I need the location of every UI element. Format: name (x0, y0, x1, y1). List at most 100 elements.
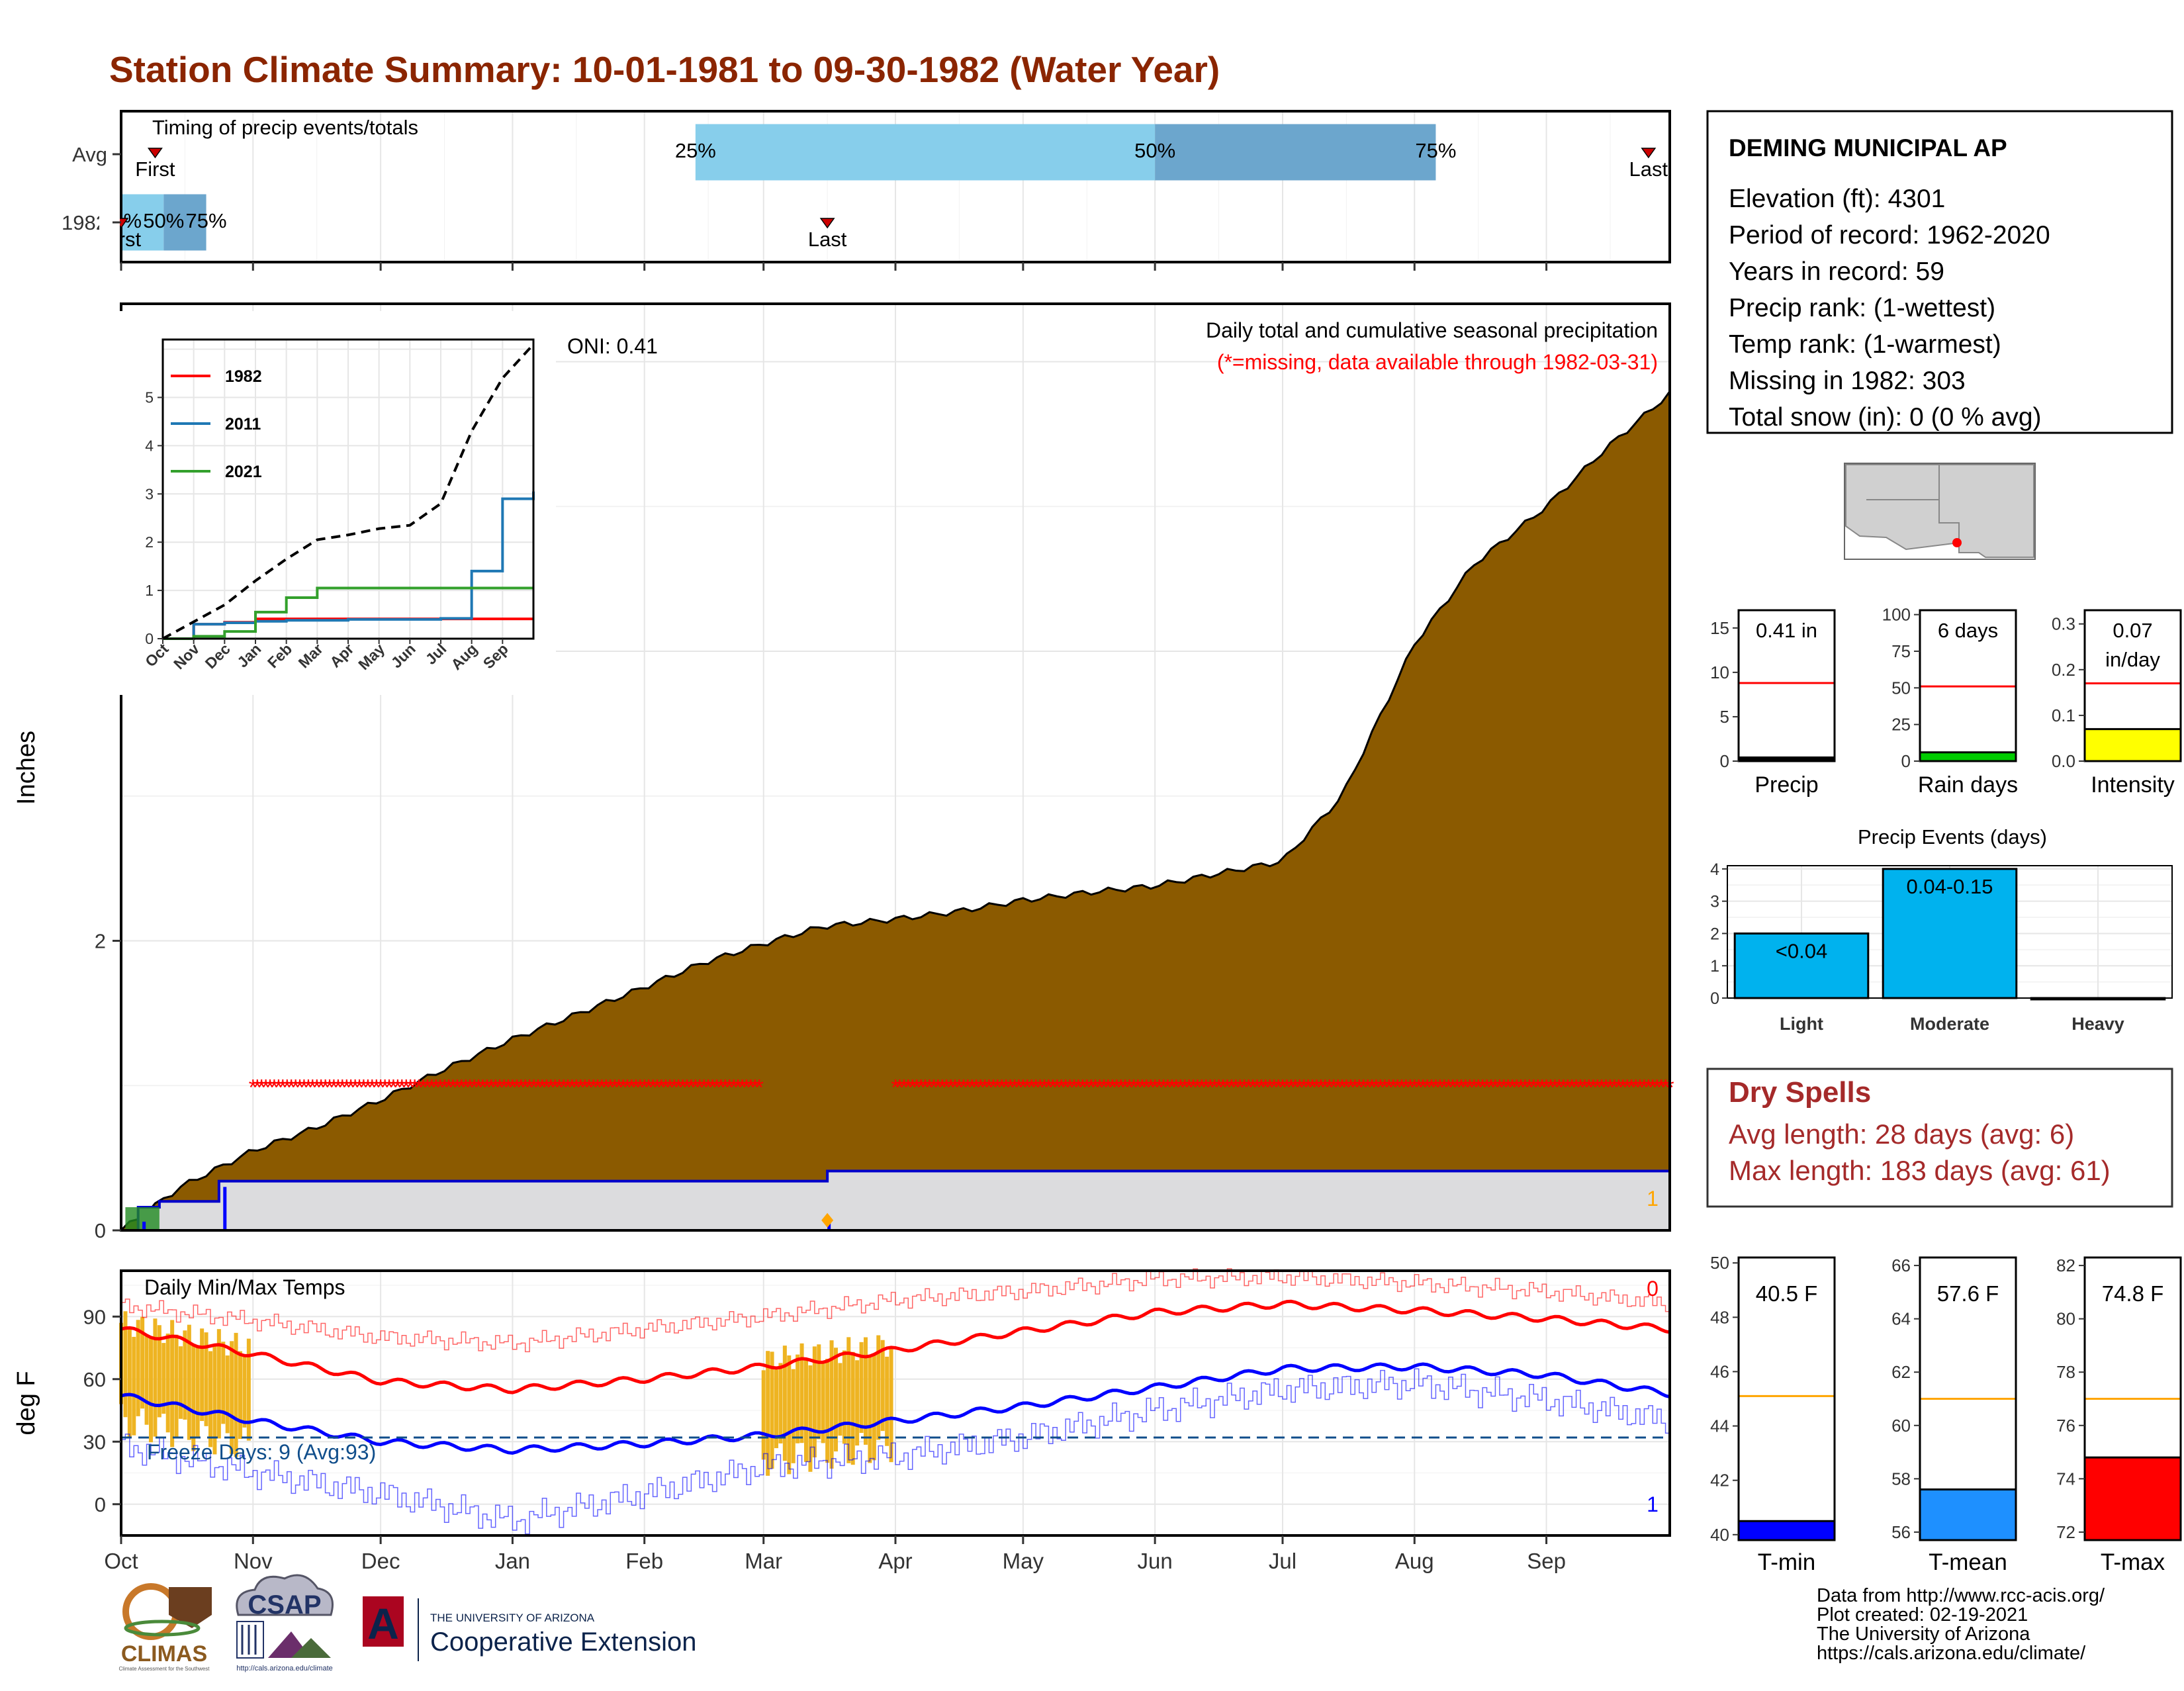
temp-anomaly-bar (889, 1346, 893, 1463)
missing-day-marker: * (1440, 1075, 1449, 1100)
timing-1982-bar-50-75 (163, 194, 206, 251)
missing-day-marker: * (410, 1075, 419, 1100)
inset-ytick-label: 0 (145, 630, 154, 647)
missing-day-marker: * (381, 1075, 389, 1100)
missing-day-marker: * (521, 1075, 529, 1100)
mini-bar-value-label: 0.07 (2113, 619, 2152, 642)
mini-bar-ytick-label: 15 (1710, 618, 1729, 638)
missing-day-marker: * (610, 1075, 619, 1100)
missing-day-marker: * (342, 1075, 351, 1100)
month-tick-label: May (1003, 1549, 1044, 1573)
dry-spells-title: Dry Spells (1729, 1076, 1871, 1109)
missing-day-marker: * (1593, 1075, 1602, 1100)
month-tick-label: Feb (625, 1549, 663, 1573)
missing-day-marker: * (627, 1075, 636, 1100)
page-title: Station Climate Summary: 10-01-1981 to 0… (109, 49, 1220, 90)
ua-cooperative-extension-logo: A THE UNIVERSITY OF ARIZONA Cooperative … (363, 1596, 696, 1661)
missing-day-marker: * (1555, 1075, 1563, 1100)
missing-day-marker: * (1325, 1075, 1334, 1100)
missing-day-marker: * (1644, 1075, 1653, 1100)
missing-day-marker: * (470, 1075, 478, 1100)
missing-day-marker: * (934, 1075, 942, 1100)
temp-anomaly-bar (885, 1356, 889, 1446)
missing-day-marker: * (517, 1075, 525, 1100)
precip-event-bar (1733, 932, 1870, 999)
mini-bar-ytick-label: 50 (1891, 678, 1911, 698)
csap-url: http://cals.arizona.edu/climate (236, 1665, 333, 1672)
mini-bar-ytick-label: 0.1 (2052, 706, 2075, 725)
timing-avg-first-marker (147, 148, 163, 159)
missing-day-marker: * (1163, 1075, 1172, 1100)
missing-day-marker: * (257, 1075, 266, 1100)
precip-panel: ****************************************… (13, 302, 1674, 1242)
missing-day-marker: * (304, 1075, 312, 1100)
missing-day-marker: * (355, 1075, 363, 1100)
temp-anomaly-bar (179, 1346, 183, 1419)
record-min-line (121, 1368, 1670, 1535)
missing-day-marker: * (1423, 1075, 1432, 1100)
missing-day-marker: * (1444, 1075, 1453, 1100)
missing-day-marker: * (419, 1075, 428, 1100)
missing-day-marker: * (487, 1075, 496, 1100)
station-line: Elevation (ft): 4301 (1729, 185, 1945, 213)
missing-day-marker: * (666, 1075, 674, 1100)
missing-day-marker: * (1053, 1075, 1062, 1100)
missing-day-marker: * (619, 1075, 627, 1100)
missing-day-marker: * (1134, 1075, 1142, 1100)
mini-bar-value-label: 0.41 in (1756, 619, 1817, 642)
temp-anomaly-bar (216, 1329, 221, 1439)
missing-day-marker: * (542, 1075, 551, 1100)
temp-bar-value-label: 40.5 F (1756, 1281, 1818, 1306)
ua-extension: Cooperative Extension (430, 1627, 696, 1657)
missing-day-marker: * (1435, 1075, 1444, 1100)
missing-day-marker: * (377, 1075, 385, 1100)
temp-bar-frame (1919, 1256, 2017, 1541)
missing-day-marker: * (1048, 1075, 1057, 1100)
timing-1982-p50-label: 50% (143, 209, 184, 232)
missing-day-marker: * (1151, 1075, 1160, 1100)
temp-bar-ytick-label: 46 (1710, 1361, 1729, 1381)
temp-anomaly-bar (161, 1343, 166, 1414)
missing-day-marker: * (1661, 1075, 1670, 1100)
temp-anomaly-bar (234, 1332, 238, 1457)
missing-day-marker: * (1410, 1075, 1419, 1100)
temp-anomaly-bar (183, 1330, 187, 1420)
station-line: Years in record: 59 (1729, 257, 1944, 286)
missing-day-marker: * (538, 1075, 547, 1100)
missing-day-marker: * (891, 1075, 899, 1100)
missing-day-marker: * (1321, 1075, 1330, 1100)
daily-precip-bar (142, 1221, 146, 1230)
missing-day-marker: * (700, 1075, 708, 1100)
missing-day-marker: * (1606, 1075, 1614, 1100)
missing-day-marker: * (436, 1075, 445, 1100)
temp-anomaly-bar (804, 1359, 808, 1462)
missing-day-marker: * (529, 1075, 538, 1100)
precip-events-title: Precip Events (days) (1858, 825, 2047, 848)
missing-day-marker: * (1189, 1075, 1197, 1100)
missing-day-marker: * (1385, 1075, 1393, 1100)
precip-ytick-label: 0 (95, 1219, 106, 1242)
missing-day-marker: * (938, 1075, 946, 1100)
missing-day-marker: * (734, 1075, 743, 1100)
missing-day-marker: * (1402, 1075, 1410, 1100)
temp-anomaly-bar (868, 1355, 872, 1463)
missing-day-marker: * (1491, 1075, 1500, 1100)
missing-day-marker: * (1602, 1075, 1610, 1100)
missing-day-marker: * (1619, 1075, 1627, 1100)
precip-ytick-label: 2 (95, 930, 106, 953)
missing-day-marker: * (1300, 1075, 1308, 1100)
missing-day-marker: * (1486, 1075, 1495, 1100)
missing-day-marker: * (623, 1075, 631, 1100)
missing-day-marker: * (491, 1075, 500, 1100)
missing-day-marker: * (253, 1075, 261, 1100)
missing-day-marker: * (682, 1075, 691, 1100)
temp-summary-bars: 40 42 44 46 48 50 40.5 F T-min 56 58 60 62 64 66 57.6 … (1710, 1253, 2182, 1575)
missing-day-marker: * (449, 1075, 457, 1100)
station-line: Temp rank: (1-warmest) (1729, 330, 2001, 359)
missing-day-marker: * (563, 1075, 572, 1100)
inset-ytick-label: 2 (145, 533, 154, 551)
missing-day-marker: * (1167, 1075, 1176, 1100)
missing-day-marker: * (444, 1075, 453, 1100)
missing-day-marker: * (1372, 1075, 1381, 1100)
